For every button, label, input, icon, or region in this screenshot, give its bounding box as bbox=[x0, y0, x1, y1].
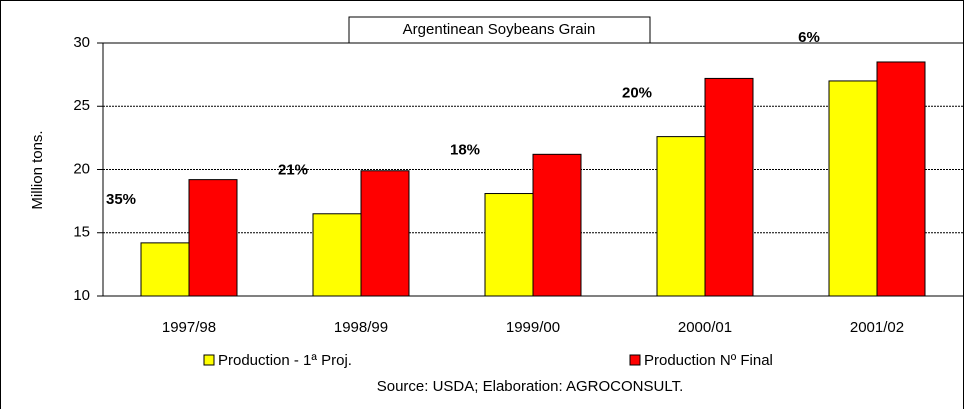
x-tick-label: 1999/00 bbox=[506, 319, 560, 336]
bar bbox=[484, 193, 534, 297]
y-tick-label: 25 bbox=[73, 97, 90, 114]
title-box bbox=[348, 16, 651, 44]
annotation: 6% bbox=[798, 29, 820, 46]
bar bbox=[360, 170, 410, 297]
annotation: 21% bbox=[278, 162, 308, 179]
bar bbox=[140, 242, 190, 297]
bar bbox=[704, 77, 754, 297]
annotation: 20% bbox=[622, 85, 652, 102]
legend-label: Production Nº Final bbox=[644, 352, 773, 369]
annotation: 18% bbox=[450, 142, 480, 159]
x-tick-label: 2001/02 bbox=[850, 319, 904, 336]
bar bbox=[828, 80, 878, 297]
legend-swatch bbox=[629, 354, 641, 366]
legend-label: Production - 1ª Proj. bbox=[218, 352, 352, 369]
bar bbox=[876, 61, 926, 297]
chart-title: Argentinean Soybeans Grain bbox=[403, 21, 596, 38]
x-tick-label: 1997/98 bbox=[162, 319, 216, 336]
bar bbox=[532, 153, 582, 297]
x-tick-label: 2000/01 bbox=[678, 319, 732, 336]
x-tick-label: 1998/99 bbox=[334, 319, 388, 336]
bar bbox=[312, 213, 362, 297]
y-tick-label: 30 bbox=[73, 34, 90, 51]
bar bbox=[656, 136, 706, 297]
y-tick-label: 20 bbox=[73, 160, 90, 177]
annotation: 35% bbox=[106, 191, 136, 208]
y-axis-label: Million tons. bbox=[29, 130, 46, 209]
source-note: Source: USDA; Elaboration: AGROCONSULT. bbox=[377, 378, 684, 395]
legend-swatch bbox=[203, 354, 215, 366]
bar bbox=[188, 179, 238, 297]
y-tick-label: 15 bbox=[73, 224, 90, 241]
y-tick-label: 10 bbox=[73, 287, 90, 304]
